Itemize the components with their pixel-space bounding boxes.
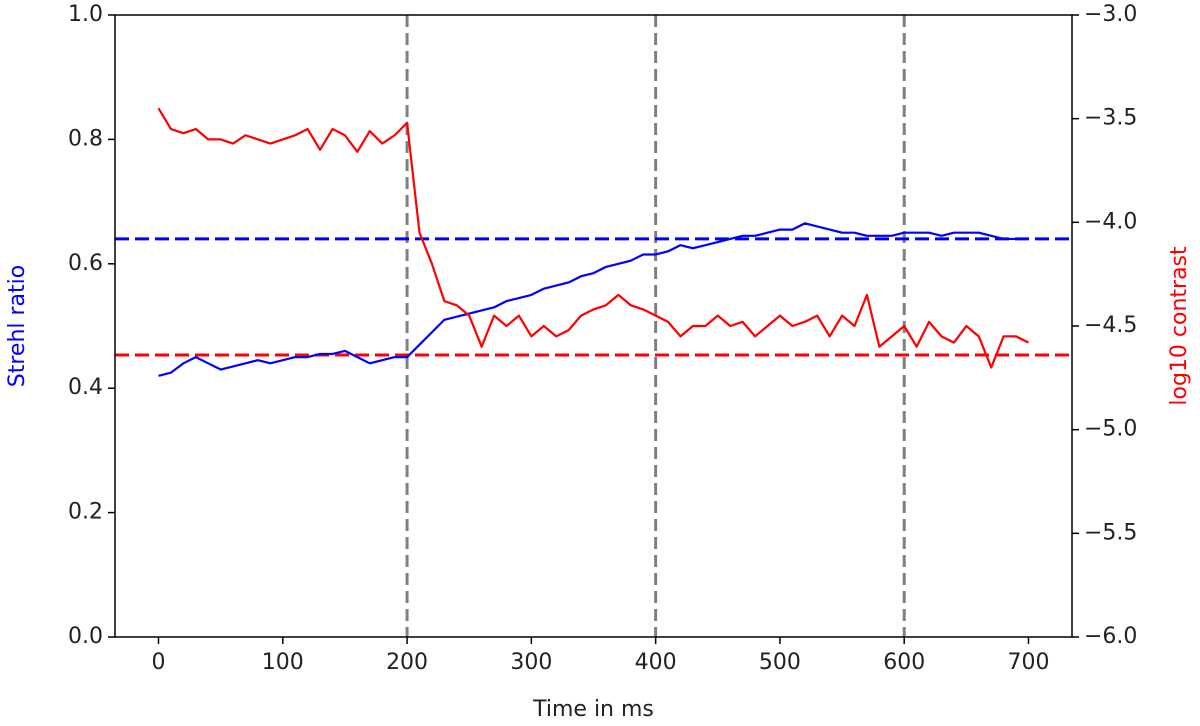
y-tick-label: 0.4 <box>68 375 103 400</box>
x-tick-label: 300 <box>510 650 552 675</box>
x-tick-label: 200 <box>386 650 428 675</box>
x-axis-label: Time in ms <box>532 697 654 722</box>
y-tick-label: 0.2 <box>68 500 103 525</box>
y2-tick-label: −4.0 <box>1084 209 1137 234</box>
y2-axis-label: log10 contrast <box>1167 246 1192 406</box>
x-tick-label: 600 <box>883 650 925 675</box>
x-tick-label: 700 <box>1008 650 1050 675</box>
y2-tick-label: −5.0 <box>1084 417 1137 442</box>
data-line <box>158 222 1029 377</box>
x-tick-label: 0 <box>152 650 166 675</box>
y2-tick-label: −5.5 <box>1084 520 1137 545</box>
y2-tick-label: −4.5 <box>1084 313 1137 338</box>
plot-area <box>115 15 1072 637</box>
y2-tick-label: −3.0 <box>1084 2 1137 27</box>
x-tick-label: 400 <box>635 650 677 675</box>
y-axis-label: Strehl ratio <box>5 265 30 387</box>
y2-tick-label: −6.0 <box>1084 624 1137 649</box>
y-tick-label: 0.0 <box>68 624 103 649</box>
y-tick-label: 0.6 <box>68 251 103 276</box>
x-tick-label: 500 <box>759 650 801 675</box>
y2-tick-label: −3.5 <box>1084 106 1137 131</box>
y-tick-label: 0.8 <box>68 126 103 151</box>
y-tick-label: 1.0 <box>68 2 103 27</box>
plot-frame <box>114 14 1073 638</box>
x-tick-label: 100 <box>262 650 304 675</box>
data-line <box>157 107 1029 369</box>
